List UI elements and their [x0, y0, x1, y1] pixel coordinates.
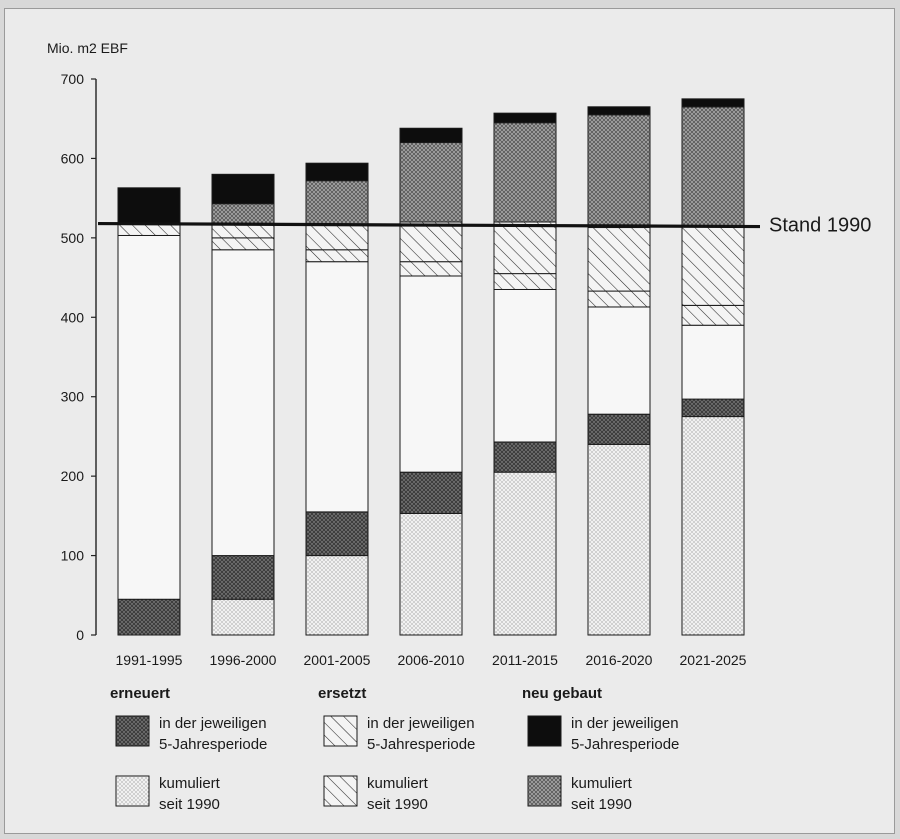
bar-segment-diagonal-hatch [211, 237, 275, 251]
bar-segment-mid-dots [587, 114, 651, 229]
stacked-bar-chart: 0 100 200 300 400 500 600 700 Mio. m2 EBF 1991-19… [47, 40, 871, 813]
legend-item-label: seit 1990 [367, 796, 428, 813]
legend-item-label: seit 1990 [159, 796, 220, 813]
legend-swatch-diagonal-hatch [323, 715, 358, 747]
bar-segment-mid-dots [399, 142, 463, 223]
bar-segment-solid-black [305, 162, 369, 182]
legend-swatch-solid-black [527, 715, 562, 747]
reference-line [97, 221, 761, 229]
bar-segment-diagonal-hatch [587, 227, 651, 292]
bar-column [117, 187, 181, 636]
bar-segment-solid-black [681, 98, 745, 108]
bar-column [587, 106, 651, 636]
bar-column [211, 173, 275, 636]
x-tick-label: 2016-2020 [586, 652, 653, 668]
y-tick-label: 700 [61, 71, 85, 87]
bar-segment-dark-dots [211, 555, 275, 600]
bar-segment-white [681, 324, 745, 400]
bar-segment-white [117, 234, 181, 600]
y-tick-label: 200 [61, 468, 85, 484]
legend-group-title: neu gebaut [522, 685, 602, 702]
legend-item-label: seit 1990 [571, 796, 632, 813]
y-tick-label: 100 [61, 548, 85, 564]
bar-segment-mid-dots [681, 106, 745, 227]
bar-segment-dark-dots [399, 471, 463, 514]
legend-swatch-fine-dots [115, 775, 150, 807]
chart-panel: 0 100 200 300 400 500 600 700 Mio. m2 EBF 1991-19… [4, 8, 895, 834]
bar-segment-diagonal-hatch [305, 249, 369, 263]
bar-segment-diagonal-hatch [399, 261, 463, 277]
bar-segment-diagonal-hatch [399, 221, 463, 263]
bar-segment-fine-dots [493, 471, 557, 636]
bar-column [681, 98, 745, 636]
x-tick-label: 2011-2015 [492, 652, 558, 668]
bar-segment-solid-black [587, 106, 651, 116]
y-axis: 0 100 200 300 400 500 600 700 [61, 71, 97, 643]
x-tick-label: 1996-2000 [210, 652, 277, 668]
legend-item-label: kumuliert [159, 775, 221, 792]
bar-segment-fine-dots [587, 443, 651, 636]
x-tick-label: 2001-2005 [304, 652, 371, 668]
y-tick-label: 300 [61, 389, 85, 405]
bars: 1991-1995 1996-2000 2001-2005 2006-2010 2011… [116, 98, 747, 668]
bar-segment-diagonal-hatch [587, 290, 651, 308]
bar-segment-diagonal-hatch [493, 221, 557, 275]
bar-segment-fine-dots [305, 555, 369, 636]
legend-item-label: in der jeweiligen [159, 715, 267, 732]
bar-column [399, 127, 463, 636]
legend-group-title: erneuert [110, 685, 170, 702]
bar-segment-diagonal-hatch [305, 223, 369, 251]
bar-segment-white [587, 306, 651, 415]
bar-segment-solid-black [493, 112, 557, 124]
bar-segment-fine-dots [681, 416, 745, 636]
y-axis-label: Mio. m2 EBF [47, 40, 128, 56]
legend: erneuert in der jeweiligen 5-Jahresperiode… [110, 685, 679, 813]
legend-swatch-diagonal-hatch [323, 775, 358, 807]
x-tick-label: 2006-2010 [398, 652, 465, 668]
y-tick-label: 600 [61, 150, 85, 166]
bar-segment-solid-black [211, 173, 275, 205]
bar-segment-white [211, 249, 275, 557]
bar-segment-mid-dots [305, 180, 369, 225]
y-tick-label: 0 [76, 627, 84, 643]
bar-segment-dark-dots [587, 413, 651, 445]
bar-segment-dark-dots [305, 511, 369, 557]
legend-item-label: 5-Jahresperiode [571, 736, 679, 753]
bar-segment-diagonal-hatch [493, 273, 557, 290]
legend-swatch-mid-dots [527, 775, 562, 807]
bar-segment-solid-black [117, 187, 181, 225]
legend-item-label: in der jeweiligen [367, 715, 475, 732]
bar-column [305, 162, 369, 636]
legend-item-label: 5-Jahresperiode [159, 736, 267, 753]
y-tick-label: 400 [61, 309, 85, 325]
bar-segment-dark-dots [493, 441, 557, 473]
bar-segment-diagonal-hatch [681, 304, 745, 326]
y-tick-label: 500 [61, 230, 85, 246]
legend-swatch-dark-dots [115, 715, 150, 747]
bar-segment-mid-dots [211, 203, 275, 225]
bar-segment-mid-dots [493, 122, 557, 223]
bar-segment-fine-dots [211, 598, 275, 636]
legend-item-label: kumuliert [571, 775, 633, 792]
legend-group-title: ersetzt [318, 685, 366, 702]
legend-item-label: kumuliert [367, 775, 429, 792]
bar-segment-white [493, 288, 557, 443]
reference-line-label: Stand 1990 [769, 215, 871, 237]
x-tick-label: 2021-2025 [680, 652, 747, 668]
bar-segment-diagonal-hatch [681, 225, 745, 306]
legend-item-label: 5-Jahresperiode [367, 736, 475, 753]
bar-column [493, 112, 557, 636]
bar-segment-solid-black [399, 127, 463, 144]
x-tick-label: 1991-1995 [116, 652, 183, 668]
bar-segment-white [305, 261, 369, 513]
bar-segment-white [399, 275, 463, 473]
legend-item-label: in der jeweiligen [571, 715, 679, 732]
bar-segment-dark-dots [117, 598, 181, 636]
bar-segment-dark-dots [681, 398, 745, 418]
bar-segment-fine-dots [399, 512, 463, 636]
